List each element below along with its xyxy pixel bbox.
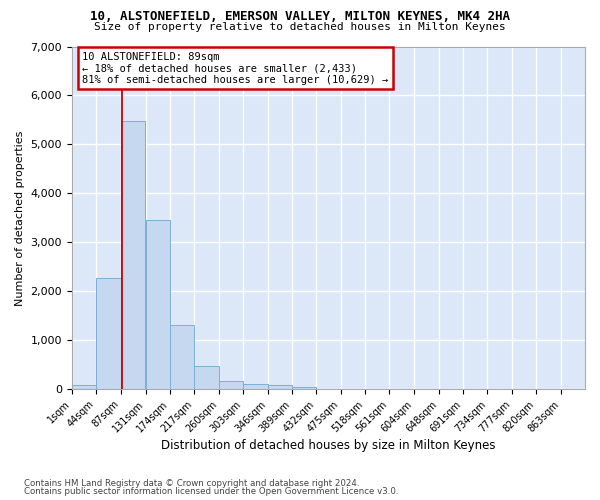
Text: Contains HM Land Registry data © Crown copyright and database right 2024.: Contains HM Land Registry data © Crown c… xyxy=(24,478,359,488)
Bar xyxy=(146,220,170,389)
Bar xyxy=(194,366,219,389)
Bar xyxy=(243,384,268,389)
Bar xyxy=(170,325,194,389)
X-axis label: Distribution of detached houses by size in Milton Keynes: Distribution of detached houses by size … xyxy=(161,440,496,452)
Bar xyxy=(96,278,121,389)
Text: Size of property relative to detached houses in Milton Keynes: Size of property relative to detached ho… xyxy=(94,22,506,32)
Bar xyxy=(219,381,243,389)
Bar xyxy=(292,388,316,389)
Text: Contains public sector information licensed under the Open Government Licence v3: Contains public sector information licen… xyxy=(24,488,398,496)
Bar xyxy=(268,386,292,389)
Text: 10, ALSTONEFIELD, EMERSON VALLEY, MILTON KEYNES, MK4 2HA: 10, ALSTONEFIELD, EMERSON VALLEY, MILTON… xyxy=(90,10,510,23)
Bar xyxy=(72,386,96,389)
Y-axis label: Number of detached properties: Number of detached properties xyxy=(15,130,25,306)
Text: 10 ALSTONEFIELD: 89sqm
← 18% of detached houses are smaller (2,433)
81% of semi-: 10 ALSTONEFIELD: 89sqm ← 18% of detached… xyxy=(82,52,388,85)
Bar xyxy=(121,121,145,389)
